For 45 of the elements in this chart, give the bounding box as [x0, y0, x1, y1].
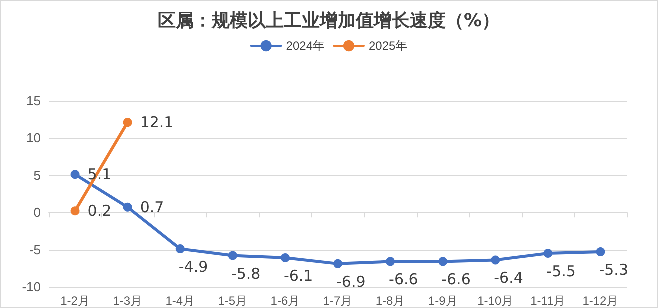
point — [334, 259, 342, 268]
point — [544, 249, 553, 258]
y-tick-label: 0 — [34, 205, 41, 220]
data-label: 12.1 — [140, 114, 174, 132]
chart-title: 区属：规模以上工业增加值增长速度（%） — [158, 10, 500, 32]
point — [228, 251, 238, 260]
x-tick-label: 1-12月 — [582, 294, 619, 308]
legend-label: 2025年 — [369, 39, 408, 53]
data-label: -5.3 — [599, 261, 629, 280]
data-label: -6.9 — [336, 272, 366, 291]
x-tick-label: 1-6月 — [270, 294, 300, 308]
point — [280, 253, 290, 262]
y-tick-label: -10 — [22, 280, 41, 294]
point — [123, 202, 132, 212]
data-label: -5.8 — [231, 264, 261, 283]
x-tick-label: 1-3月 — [113, 294, 142, 308]
y-tick-label: 5 — [34, 168, 41, 183]
y-tick-label: 15 — [26, 94, 41, 108]
point — [596, 248, 606, 257]
data-label: -6.6 — [442, 270, 471, 289]
x-tick-label: 1-5月 — [218, 294, 248, 308]
x-tick-label: 1-4月 — [166, 294, 196, 308]
data-label: -6.1 — [284, 266, 314, 285]
point — [70, 206, 80, 216]
data-label: -6.4 — [494, 269, 524, 288]
point — [70, 170, 80, 180]
point — [123, 118, 132, 128]
point — [386, 257, 396, 266]
point — [176, 244, 185, 254]
x-tick-label: 1-7月 — [323, 294, 353, 308]
data-label: 0.2 — [88, 202, 112, 220]
y-tick-label: 10 — [26, 130, 41, 146]
data-label: -6.6 — [389, 270, 418, 289]
data-label: 0.7 — [140, 198, 164, 216]
point — [438, 257, 448, 266]
data-label: -5.5 — [546, 262, 576, 281]
x-tick-label: 1-8月 — [376, 294, 406, 308]
y-tick-label: -5 — [29, 242, 41, 258]
legend-label: 2024年 — [286, 39, 326, 53]
point — [491, 256, 500, 265]
x-tick-label: 1-11月 — [530, 294, 566, 308]
x-tick-label: 1-10月 — [478, 294, 514, 308]
data-label: -4.9 — [178, 258, 208, 276]
x-tick-label: 1-2月 — [60, 294, 90, 308]
x-tick-label: 1-9月 — [428, 294, 458, 308]
